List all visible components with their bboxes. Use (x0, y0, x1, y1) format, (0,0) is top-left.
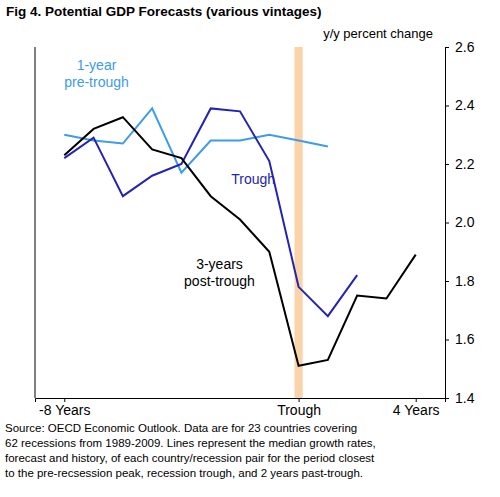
plot-area (64, 47, 415, 398)
plot-frame (35, 47, 36, 398)
series-line (64, 108, 328, 172)
y-axis-title: y/y percent change (323, 26, 433, 41)
annotation: 1-yearpre-trough (64, 57, 129, 90)
x-tick: -8 Years (39, 398, 90, 418)
y-tick: 2.2 (445, 156, 475, 172)
y-tick-label: 2.0 (455, 214, 475, 230)
annotation-line: Trough (231, 171, 275, 187)
y-tick-label: 2.4 (455, 97, 475, 113)
annotation-line: 3-years (196, 256, 243, 272)
series-line (64, 108, 357, 316)
series-line (64, 117, 415, 366)
y-tick: 1.8 (445, 273, 475, 289)
source-note: 62 recessions from 1989-2009. Lines repr… (5, 437, 376, 449)
chart-title: Fig 4. Potential GDP Forecasts (various … (6, 4, 322, 19)
y-tick-mark (445, 164, 449, 165)
annotation: Trough (231, 171, 275, 187)
x-tick-label: 4 Years (393, 402, 440, 418)
source-note: Source: OECD Economic Outlook. Data are … (5, 422, 357, 434)
y-tick-mark (445, 47, 449, 48)
y-tick: 1.4 (445, 390, 475, 406)
x-tick-label: Trough (277, 402, 321, 418)
y-tick-mark (445, 106, 449, 107)
y-tick-label: 1.4 (455, 390, 475, 406)
chart: -8 Years Trough 4 Years 1.4 1.6 1.8 2.0 2.2 2.4 2… (0, 0, 500, 497)
y-tick-mark (445, 340, 449, 341)
source-note: forecast and history, of each country/re… (5, 452, 375, 464)
x-axis: -8 Years Trough 4 Years (36, 398, 446, 418)
y-tick: 2.6 (445, 39, 475, 55)
y-tick-mark (445, 398, 449, 399)
y-tick-label: 1.6 (455, 331, 475, 347)
source-note: to the pre-recsession peak, recession tr… (5, 467, 363, 479)
y-tick-mark (445, 281, 449, 282)
x-tick-label: -8 Years (39, 402, 90, 418)
x-tick: 4 Years (393, 398, 440, 418)
x-tick: Trough (277, 398, 321, 418)
annotation: 3-yearspost-trough (184, 256, 255, 289)
annotation-line: post-trough (184, 273, 255, 289)
trough-band (294, 47, 302, 398)
y-axis-line (446, 48, 450, 399)
y-axis: 1.4 1.6 1.8 2.0 2.2 2.4 2.6 (445, 39, 475, 406)
annotation-line: 1-year (77, 57, 117, 73)
y-tick: 1.6 (445, 331, 475, 347)
x-axis-line (36, 399, 446, 403)
y-tick-label: 2.2 (455, 156, 475, 172)
y-tick-mark (445, 223, 449, 224)
y-tick: 2.0 (445, 214, 475, 230)
y-tick-label: 1.8 (455, 273, 475, 289)
y-tick-label: 2.6 (455, 39, 475, 55)
y-tick: 2.4 (445, 97, 475, 113)
annotation-line: pre-trough (64, 74, 129, 90)
